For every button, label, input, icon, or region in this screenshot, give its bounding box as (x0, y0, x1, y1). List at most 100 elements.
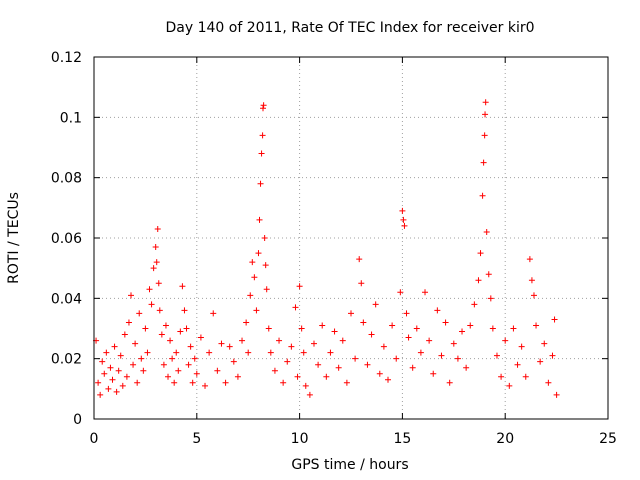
data-point (179, 283, 186, 290)
data-point (130, 361, 137, 368)
data-point (528, 277, 535, 284)
data-point (153, 259, 160, 266)
data-point (280, 379, 287, 386)
data-point (185, 361, 192, 368)
data-point (117, 352, 124, 359)
data-point (471, 301, 478, 308)
data-point (152, 244, 159, 251)
data-point (121, 331, 128, 338)
data-point (315, 361, 322, 368)
data-point (376, 370, 383, 377)
data-point (399, 207, 406, 214)
data-point (296, 283, 303, 290)
data-point (113, 388, 120, 395)
data-point (234, 373, 241, 380)
data-point (183, 325, 190, 332)
data-point (140, 367, 147, 374)
data-point (146, 286, 153, 293)
chart-title: Day 140 of 2011, Rate Of TEC Index for r… (165, 20, 534, 36)
y-tick-label: 0.02 (51, 352, 82, 368)
x-tick-label: 10 (291, 431, 309, 447)
x-axis-label: GPS time / hours (291, 457, 408, 473)
y-axis-label: ROTI / TECUs (6, 192, 22, 284)
data-point (360, 319, 367, 326)
data-point (343, 379, 350, 386)
y-tick-label: 0.1 (60, 110, 82, 126)
data-point (405, 334, 412, 341)
data-point (162, 322, 169, 329)
x-tick-label: 15 (393, 431, 411, 447)
data-point (189, 379, 196, 386)
data-point (310, 340, 317, 347)
data-point (434, 307, 441, 314)
data-point (210, 310, 217, 317)
data-point (400, 216, 407, 223)
data-point (526, 256, 533, 263)
data-point (335, 364, 342, 371)
axis-ticks (93, 56, 609, 420)
x-tick-label: 20 (496, 431, 514, 447)
x-tick-label: 5 (192, 431, 201, 447)
data-point (258, 150, 265, 157)
data-point (173, 349, 180, 356)
data-point (545, 379, 552, 386)
data-point (302, 382, 309, 389)
data-point (259, 132, 266, 139)
data-point (481, 132, 488, 139)
data-point (202, 382, 209, 389)
data-point (97, 391, 104, 398)
data-point (358, 280, 365, 287)
data-point (256, 216, 263, 223)
data-point (380, 343, 387, 350)
data-point (247, 292, 254, 299)
y-tick-labels: 0 0.02 0.04 0.06 0.08 0.1 0.12 (51, 50, 82, 428)
data-point (479, 192, 486, 199)
data-point (463, 364, 470, 371)
data-point (177, 328, 184, 335)
data-point (553, 391, 560, 398)
data-point (239, 337, 246, 344)
data-point (368, 331, 375, 338)
data-point (144, 349, 151, 356)
x-tick-label: 25 (599, 431, 617, 447)
data-point (156, 307, 163, 314)
data-point (389, 322, 396, 329)
data-point (155, 280, 162, 287)
data-point (530, 292, 537, 299)
data-point (483, 228, 490, 235)
data-point (356, 256, 363, 263)
data-point (123, 373, 130, 380)
data-point (450, 340, 457, 347)
data-point (426, 337, 433, 344)
data-point (171, 379, 178, 386)
data-point (193, 370, 200, 377)
data-point (249, 259, 256, 266)
data-point (537, 358, 544, 365)
data-point (175, 367, 182, 374)
data-point (514, 361, 521, 368)
data-point (477, 250, 484, 257)
data-point (385, 376, 392, 383)
data-point (119, 382, 126, 389)
data-point (134, 379, 141, 386)
data-point (99, 358, 106, 365)
data-point (125, 319, 132, 326)
data-point (138, 355, 145, 362)
data-point (551, 316, 558, 323)
data-point (111, 343, 118, 350)
data-point (372, 301, 379, 308)
y-tick-label: 0.08 (51, 171, 82, 187)
data-point (292, 304, 299, 311)
data-point (482, 99, 489, 106)
data-point (222, 379, 229, 386)
data-point (327, 349, 334, 356)
data-point (158, 331, 165, 338)
data-point (276, 337, 283, 344)
data-point (403, 310, 410, 317)
data-point (263, 286, 270, 293)
y-tick-label: 0.06 (51, 231, 82, 247)
data-point (255, 250, 262, 257)
data-point (397, 289, 404, 296)
data-point (197, 334, 204, 341)
data-point (265, 325, 272, 332)
